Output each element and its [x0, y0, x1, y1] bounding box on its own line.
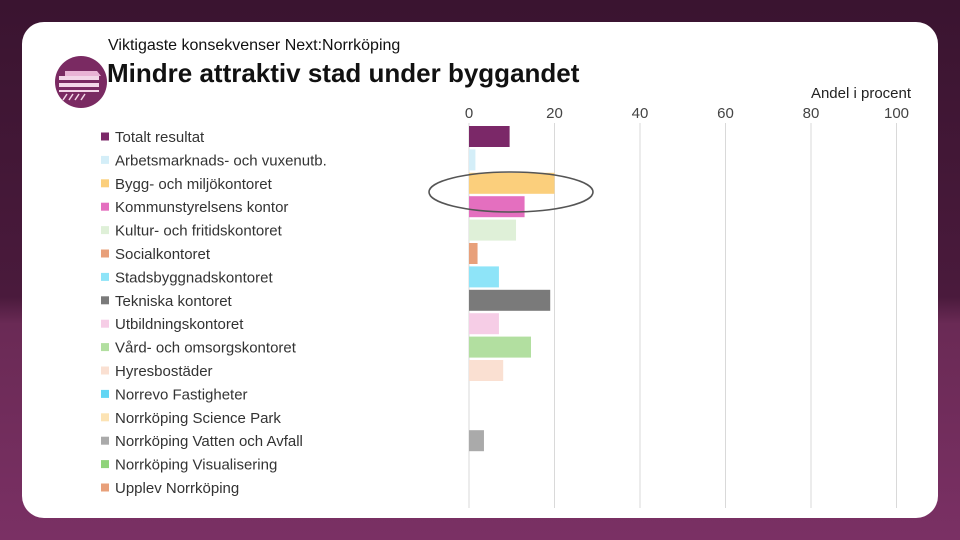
slide-subtitle: Viktigaste konsekvenser Next:Norrköping: [108, 37, 401, 54]
legend-swatch: [101, 389, 109, 398]
legend-label: Hyresbostäder: [115, 363, 213, 380]
highlight-ellipse: [428, 171, 594, 213]
legend-label: Kommunstyrelsens kontor: [115, 199, 288, 216]
legend-swatch: [101, 132, 109, 141]
logo-icon: [55, 56, 107, 108]
chart-legend: Totalt resultat Arbetsmarknads- och vuxen…: [101, 129, 327, 497]
legend-swatch: [101, 202, 109, 211]
legend-label: Totalt resultat: [115, 129, 205, 146]
legend-label: Arbetsmarknads- och vuxenutb.: [115, 152, 327, 169]
chart-bars: [469, 126, 555, 452]
x-tick-label: 40: [632, 105, 649, 122]
chart-axis: 0 20 40 60 80 100 Andel i procent: [465, 85, 912, 122]
legend-label: Socialkontoret: [115, 246, 211, 263]
legend-swatch: [101, 155, 109, 164]
bar: [469, 172, 555, 194]
bar: [469, 266, 499, 288]
legend-label: Upplev Norrköping: [115, 480, 239, 497]
x-tick-label: 0: [465, 105, 473, 122]
legend-label: Norrköping Science Park: [115, 410, 281, 427]
legend-label: Utbildningskontoret: [115, 316, 244, 333]
legend-swatch: [101, 343, 109, 352]
legend-swatch: [101, 483, 109, 492]
bar: [469, 360, 504, 381]
legend-label: Kultur- och fritidskontoret: [115, 223, 283, 240]
legend-label: Bygg- och miljökontoret: [115, 176, 273, 193]
legend-swatch: [101, 460, 109, 469]
legend-label: Stadsbyggnadskontoret: [115, 269, 273, 286]
legend-swatch: [101, 179, 109, 188]
bar: [469, 243, 478, 264]
legend-swatch: [101, 296, 109, 305]
x-tick-label: 60: [717, 105, 734, 122]
x-tick-label: 100: [884, 105, 909, 122]
legend-swatch: [101, 249, 109, 258]
bar: [469, 126, 510, 147]
legend-swatch: [101, 226, 109, 235]
slide-title: Mindre attraktiv stad under byggandet: [107, 58, 580, 88]
legend-label: Vård- och omsorgskontoret: [115, 340, 297, 357]
bar: [469, 430, 484, 452]
legend-swatch: [101, 272, 109, 281]
legend-label: Norrevo Fastigheter: [115, 386, 248, 403]
legend-label: Tekniska kontoret: [115, 293, 233, 310]
bar: [469, 313, 499, 335]
bar: [469, 149, 476, 171]
x-axis-title: Andel i procent: [811, 85, 912, 102]
bar: [469, 336, 531, 358]
bar: [469, 219, 517, 241]
legend-swatch: [101, 366, 109, 375]
legend-swatch: [101, 436, 109, 445]
bar: [469, 289, 551, 311]
x-tick-label: 20: [546, 105, 563, 122]
legend-label: Norrköping Visualisering: [115, 457, 277, 474]
legend-label: Norrköping Vatten och Avfall: [115, 433, 303, 450]
legend-swatch: [101, 413, 109, 422]
legend-swatch: [101, 319, 109, 328]
x-tick-label: 80: [803, 105, 820, 122]
bar: [469, 196, 525, 218]
